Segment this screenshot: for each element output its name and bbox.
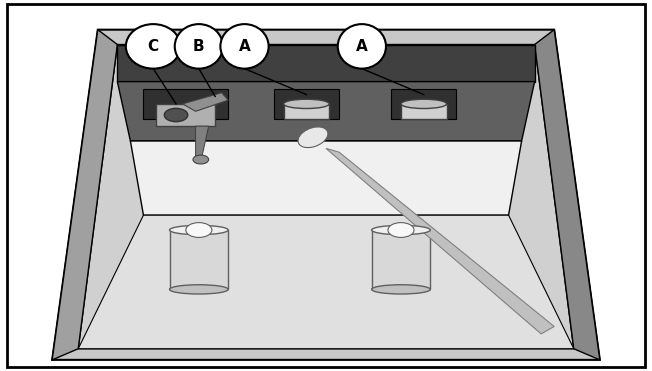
Polygon shape <box>52 30 600 360</box>
Polygon shape <box>284 104 329 119</box>
Ellipse shape <box>284 99 329 109</box>
Polygon shape <box>52 30 117 360</box>
Ellipse shape <box>298 127 328 148</box>
Polygon shape <box>130 141 522 215</box>
Polygon shape <box>274 89 339 119</box>
Ellipse shape <box>372 226 430 234</box>
Ellipse shape <box>401 99 447 109</box>
Polygon shape <box>196 126 209 156</box>
Text: A: A <box>356 39 368 54</box>
Ellipse shape <box>170 226 228 234</box>
Polygon shape <box>170 230 228 289</box>
Ellipse shape <box>170 285 228 294</box>
Polygon shape <box>78 215 574 349</box>
Polygon shape <box>143 89 228 119</box>
Ellipse shape <box>338 24 386 69</box>
Circle shape <box>186 223 212 237</box>
Circle shape <box>193 155 209 164</box>
Polygon shape <box>326 148 554 334</box>
Polygon shape <box>156 104 215 126</box>
Polygon shape <box>117 82 535 141</box>
Polygon shape <box>117 45 535 82</box>
Polygon shape <box>391 89 456 119</box>
Polygon shape <box>372 230 430 289</box>
Ellipse shape <box>175 24 223 69</box>
Circle shape <box>388 223 414 237</box>
Polygon shape <box>183 93 228 111</box>
Ellipse shape <box>220 24 269 69</box>
Text: C: C <box>147 39 159 54</box>
Polygon shape <box>78 45 574 349</box>
Text: A: A <box>239 39 250 54</box>
Ellipse shape <box>126 24 181 69</box>
Circle shape <box>164 108 188 122</box>
Text: B: B <box>193 39 205 54</box>
Polygon shape <box>401 104 447 119</box>
Polygon shape <box>535 30 600 360</box>
Ellipse shape <box>372 285 430 294</box>
